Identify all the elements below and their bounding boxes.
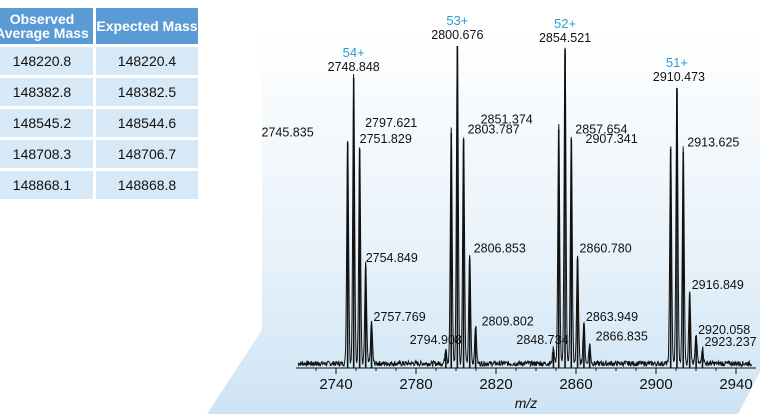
- peak-label: 2751.829: [360, 132, 412, 146]
- x-tick-label: 2780: [399, 376, 432, 393]
- peak-label: 2848.734: [516, 333, 568, 347]
- x-axis-label: m/z: [515, 395, 538, 411]
- mass-table: Observed Average Mass Expected Mass 1482…: [0, 5, 201, 202]
- charge-state-label: 53+: [446, 13, 468, 28]
- peak-labels: 2745.835 2748.848 2751.829 2754.849 2757.769…: [262, 13, 757, 349]
- peak-label: 2923.237: [704, 335, 756, 349]
- expected-mass-cell: 148220.4: [96, 47, 198, 75]
- table-row: 148868.1 148868.8: [0, 171, 198, 199]
- observed-mass-cell: 148382.8: [0, 78, 93, 106]
- peak-label: 2757.769: [374, 310, 426, 324]
- peak-label: 2916.849: [692, 278, 744, 292]
- observed-mass-cell: 148545.2: [0, 109, 93, 137]
- peak-label: 2920.058: [698, 323, 750, 337]
- table-header-row: Observed Average Mass Expected Mass: [0, 8, 198, 44]
- observed-mass-cell: 148868.1: [0, 171, 93, 199]
- peak-label: 2851.374: [481, 113, 533, 127]
- peak-label: 2745.835: [262, 126, 314, 140]
- peak-label: 2754.849: [366, 251, 418, 265]
- x-axis: 2740 2780 2820 2860 2900 2940: [296, 367, 756, 393]
- peak-label: 2854.521: [539, 31, 591, 45]
- peak-label: 2857.654: [575, 122, 627, 136]
- header-observed-mass: Observed Average Mass: [0, 8, 93, 44]
- peak-label: 2809.802: [482, 314, 534, 328]
- expected-mass-cell: 148706.7: [96, 140, 198, 168]
- x-tick-label: 2860: [559, 376, 592, 393]
- peak-label: 2806.853: [474, 242, 526, 256]
- peak-label: 2866.835: [596, 330, 648, 344]
- charge-state-label: 52+: [554, 16, 576, 31]
- observed-mass-cell: 148220.8: [0, 47, 93, 75]
- x-tick-label: 2740: [319, 376, 352, 393]
- peak-label: 2748.848: [328, 60, 380, 74]
- peak-label: 2860.780: [580, 242, 632, 256]
- x-tick-label: 2900: [639, 376, 672, 393]
- peak-label: 2797.621: [365, 116, 417, 130]
- expected-mass-cell: 148382.5: [96, 78, 198, 106]
- header-expected-mass: Expected Mass: [96, 8, 198, 44]
- peak-label: 2863.949: [586, 310, 638, 324]
- x-tick-label: 2940: [719, 376, 752, 393]
- peak-label: 2794.908: [410, 333, 462, 347]
- expected-mass-cell: 148544.6: [96, 109, 198, 137]
- peak-label: 2907.341: [586, 132, 638, 146]
- charge-state-label: 51+: [666, 55, 688, 70]
- peak-label: 2913.625: [687, 135, 739, 149]
- peak-label: 2803.787: [468, 122, 520, 136]
- peak-label: 2910.473: [653, 70, 705, 84]
- expected-mass-cell: 148868.8: [96, 171, 198, 199]
- spectrum-trace-layer: [297, 46, 753, 369]
- charge-state-label: 54+: [343, 45, 365, 60]
- x-tick-label: 2820: [479, 376, 512, 393]
- table-row: 148545.2 148544.6: [0, 109, 198, 137]
- peak-label: 2800.676: [431, 28, 483, 42]
- observed-mass-cell: 148708.3: [0, 140, 93, 168]
- table-row: 148220.8 148220.4: [0, 47, 198, 75]
- table-row: 148382.8 148382.5: [0, 78, 198, 106]
- table-row: 148708.3 148706.7: [0, 140, 198, 168]
